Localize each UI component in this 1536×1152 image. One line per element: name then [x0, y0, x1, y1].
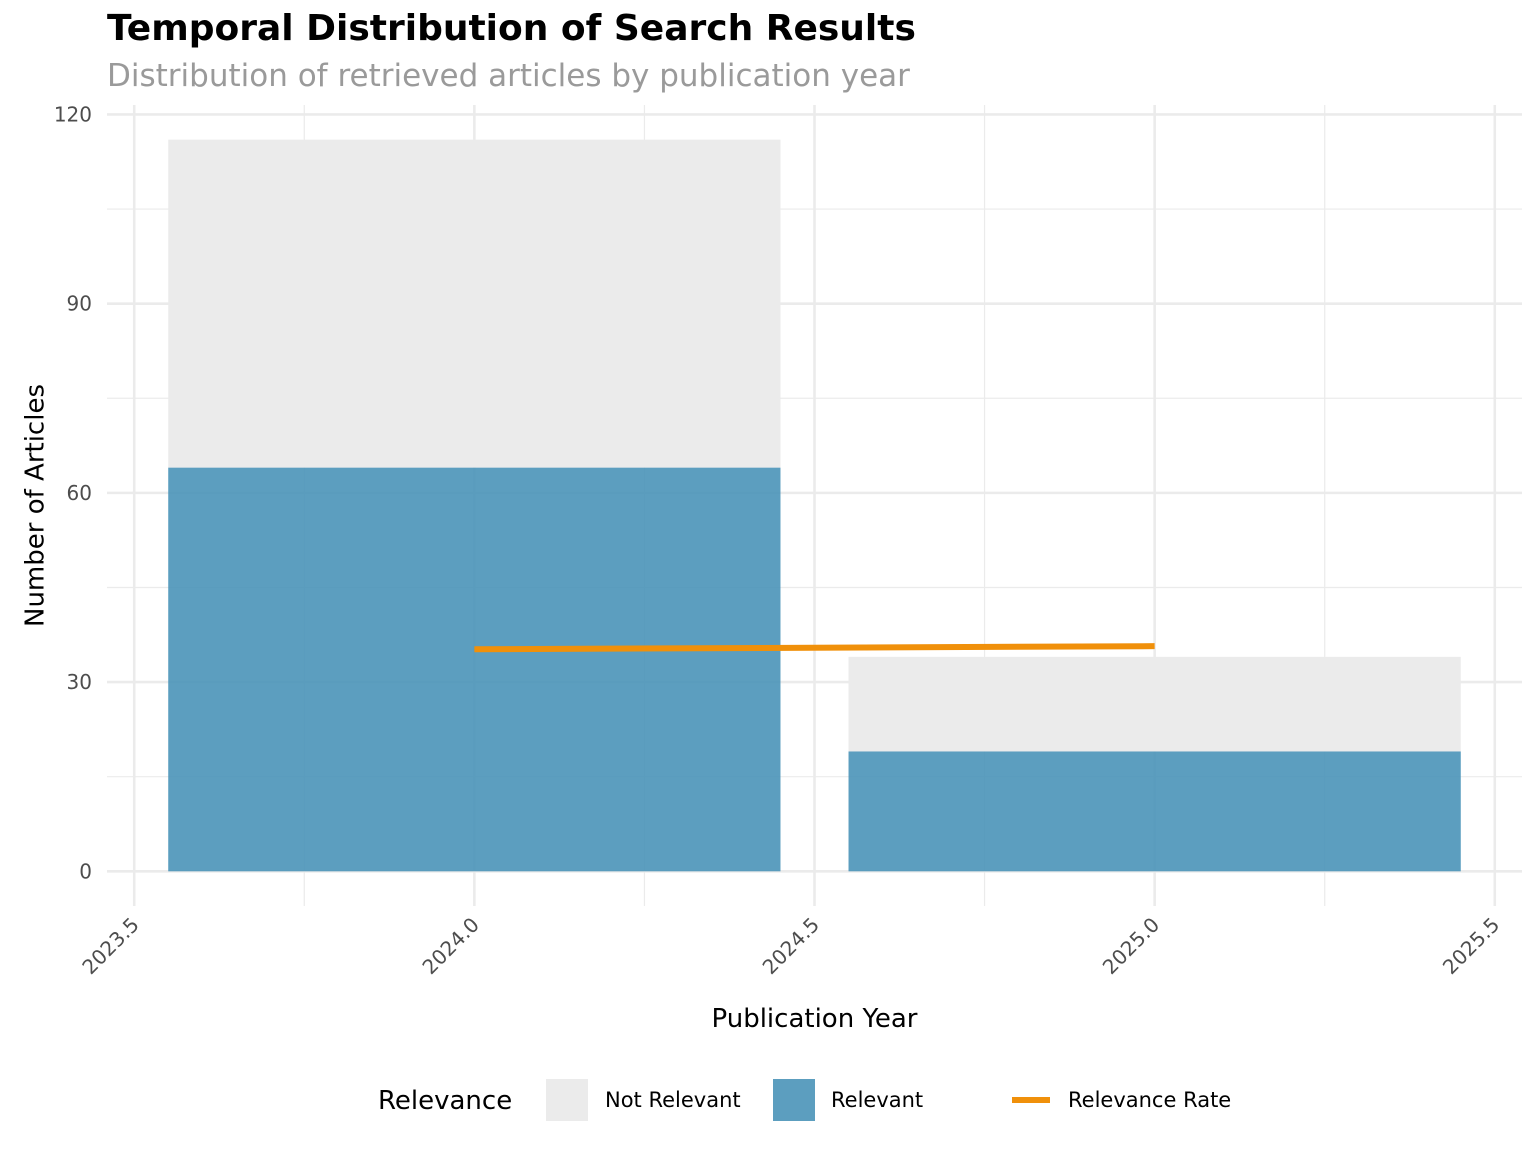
x-tick-label: 2025.0 [1098, 913, 1164, 979]
legend-title: Relevance [378, 1086, 512, 1116]
x-tick-label: 2024.5 [758, 913, 824, 979]
x-axis-ticks: 2023.5 2024.0 2024.5 2025.0 2025.5 [77, 913, 1504, 979]
legend-key-relevant [773, 1079, 815, 1121]
legend-label-relevance-rate: Relevance Rate [1068, 1088, 1231, 1112]
x-tick-label: 2023.5 [77, 913, 143, 979]
legend: Relevance Not Relevant Relevant Relevanc… [378, 1079, 1231, 1121]
y-axis-ticks: 0 30 60 90 120 [54, 102, 92, 883]
bar-not-relevant-2024 [168, 139, 781, 468]
bar-not-relevant-2025 [848, 656, 1461, 752]
legend-label-not-relevant: Not Relevant [605, 1088, 741, 1112]
x-axis-title: Publication Year [712, 1004, 918, 1034]
y-tick-label: 120 [54, 102, 92, 126]
legend-label-relevant: Relevant [831, 1088, 923, 1112]
chart-title: Temporal Distribution of Search Results [107, 8, 916, 49]
bar-relevant-2025 [848, 751, 1461, 872]
chart-subtitle: Distribution of retrieved articles by pu… [107, 58, 910, 94]
relevance-rate-polyline [474, 643, 1155, 653]
y-tick-label: 30 [67, 670, 92, 694]
bar-relevant-2024 [168, 467, 781, 872]
bars [168, 139, 1461, 872]
y-tick-label: 90 [67, 292, 92, 316]
y-tick-label: 60 [67, 481, 92, 505]
y-tick-label: 0 [79, 859, 92, 883]
x-tick-label: 2024.0 [417, 913, 483, 979]
x-tick-label: 2025.5 [1438, 913, 1504, 979]
legend-key-not-relevant [546, 1079, 588, 1121]
y-axis-title: Number of Articles [21, 384, 51, 627]
relevance-rate-line [474, 643, 1155, 653]
